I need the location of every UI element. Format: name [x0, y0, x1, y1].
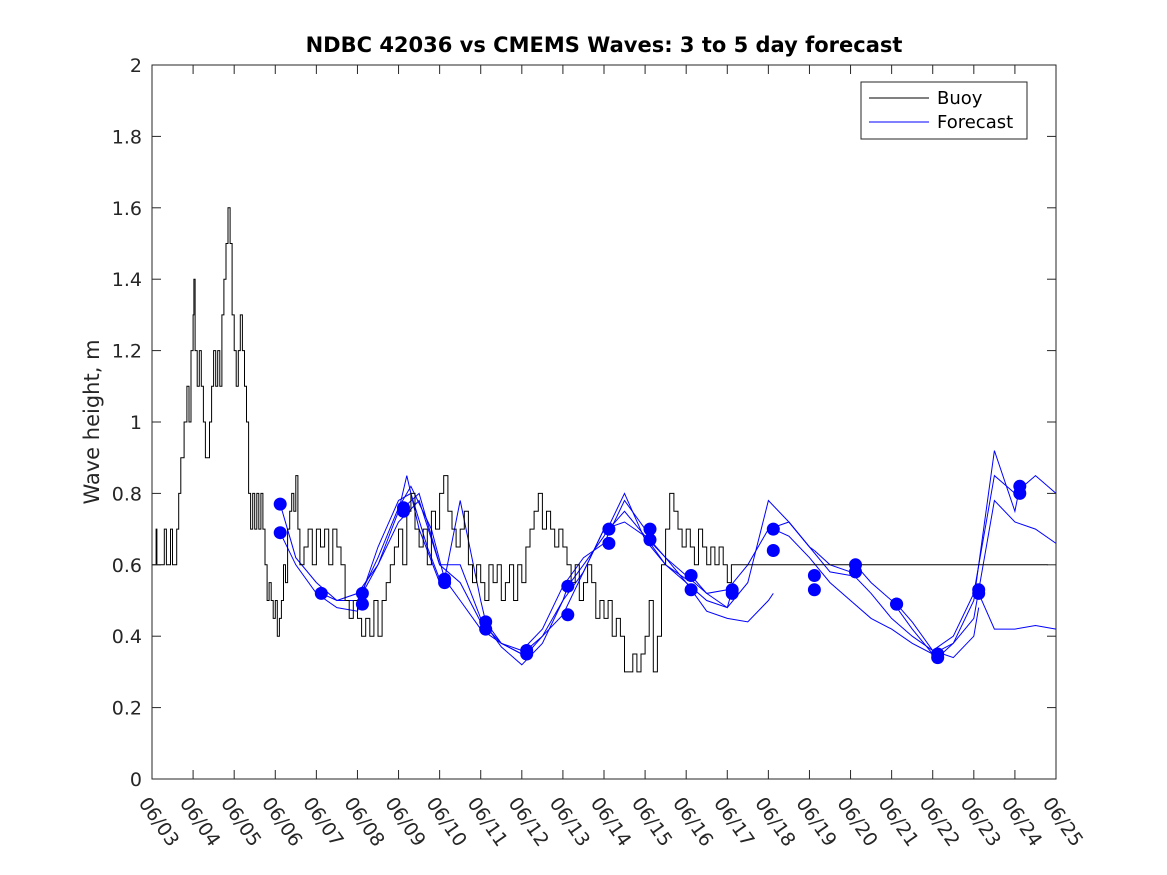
forecast-line-2: [279, 492, 445, 612]
legend-forecast-label: Forecast: [937, 112, 1013, 133]
y-tick-label: 0.6: [112, 555, 142, 577]
chart-title: NDBC 42036 vs CMEMS Waves: 3 to 5 day fo…: [306, 33, 903, 57]
forecast-marker: [602, 536, 616, 550]
y-tick-label: 0: [130, 769, 142, 791]
forecast-marker: [684, 569, 698, 582]
y-tick-label: 1.6: [112, 198, 142, 220]
forecast-marker: [273, 497, 287, 511]
forecast-marker: [766, 544, 780, 557]
forecast-marker: [849, 565, 862, 579]
forecast-line-17: [937, 499, 1057, 658]
forecast-marker: [314, 586, 328, 600]
forecast-marker: [684, 583, 698, 597]
forecast-marker: [972, 586, 986, 600]
legend: Buoy Forecast: [860, 81, 1028, 140]
forecast-marker: [931, 651, 945, 665]
y-tick-label: 0.2: [112, 698, 142, 720]
forecast-line-13: [773, 528, 938, 655]
forecast-marker: [561, 608, 575, 622]
buoy-line: [152, 207, 1048, 673]
forecast-marker: [807, 583, 821, 597]
y-tick-label: 0.8: [112, 483, 142, 505]
plot-area: [152, 207, 1057, 673]
forecast-marker: [397, 504, 410, 518]
forecast-marker: [438, 576, 452, 590]
forecast-line-3: [321, 485, 487, 623]
y-tick-label: 0.4: [112, 626, 142, 648]
y-tick-label: 1.4: [112, 269, 142, 291]
y-tick-label: 2: [130, 55, 142, 77]
forecast-marker: [355, 597, 369, 611]
forecast-marker: [643, 533, 657, 547]
forecast-marker: [643, 522, 657, 536]
y-tick-label: 1: [130, 412, 142, 434]
forecast-marker: [273, 526, 287, 540]
forecast-line-7: [485, 499, 650, 652]
forecast-marker: [520, 647, 534, 661]
legend-buoy-label: Buoy: [937, 88, 983, 109]
forecast-marker: [355, 586, 369, 600]
forecast-line-10: [608, 510, 774, 623]
forecast-line-18: [978, 593, 1057, 630]
y-tick-label: 1.8: [112, 126, 142, 148]
forecast-marker: [1013, 486, 1027, 500]
y-axis-label: Wave height, m: [80, 339, 104, 504]
forecast-marker: [479, 622, 493, 636]
forecast-marker: [561, 579, 575, 593]
y-tick-label: 1.2: [112, 341, 142, 363]
forecast-line-9: [567, 492, 733, 609]
legend-box: [860, 81, 1028, 140]
forecast-marker: [766, 522, 780, 536]
forecast-line-14: [814, 550, 980, 659]
forecast-line-15: [855, 450, 1021, 655]
forecast-marker: [602, 522, 616, 536]
forecast-marker: [725, 586, 739, 600]
forecast-marker: [807, 569, 821, 582]
forecast-marker: [890, 597, 904, 611]
